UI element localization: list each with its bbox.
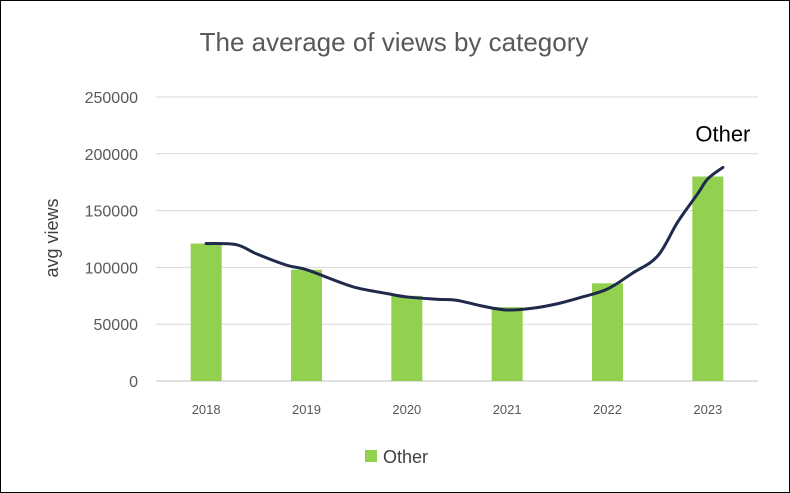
legend-swatch (365, 450, 377, 462)
chart-title: The average of views by category (200, 27, 589, 57)
bar (491, 307, 523, 381)
bar (291, 269, 322, 381)
x-tick-label: 2023 (693, 402, 722, 417)
y-axis-label: avg views (42, 198, 62, 277)
y-tick-label: 150000 (85, 204, 138, 221)
y-tick-label: 0 (129, 374, 138, 391)
legend: Other (365, 447, 428, 467)
x-tick-label: 2022 (593, 402, 622, 417)
y-tick-label: 50000 (94, 317, 139, 334)
y-tick-label: 250000 (85, 90, 138, 107)
legend-label: Other (383, 447, 428, 467)
y-tick-label: 200000 (85, 147, 138, 164)
x-tick-label: 2019 (292, 402, 321, 417)
bar (190, 243, 222, 381)
x-tick-label: 2020 (392, 402, 421, 417)
bar (391, 295, 423, 381)
trend-layer (204, 165, 725, 312)
x-tick-labels: 2018 2019 2020 2021 2022 2023 (192, 402, 723, 417)
bar (692, 176, 724, 381)
gridlines (156, 96, 758, 382)
x-tick-label: 2018 (192, 402, 221, 417)
y-tick-labels: 0 50000 100000 150000 200000 250000 (85, 90, 138, 391)
bars (190, 176, 724, 381)
trend-line (204, 165, 725, 312)
series-annotation: Other (695, 121, 750, 146)
bar (592, 283, 623, 381)
y-tick-label: 100000 (85, 260, 138, 277)
x-tick-label: 2021 (493, 402, 522, 417)
